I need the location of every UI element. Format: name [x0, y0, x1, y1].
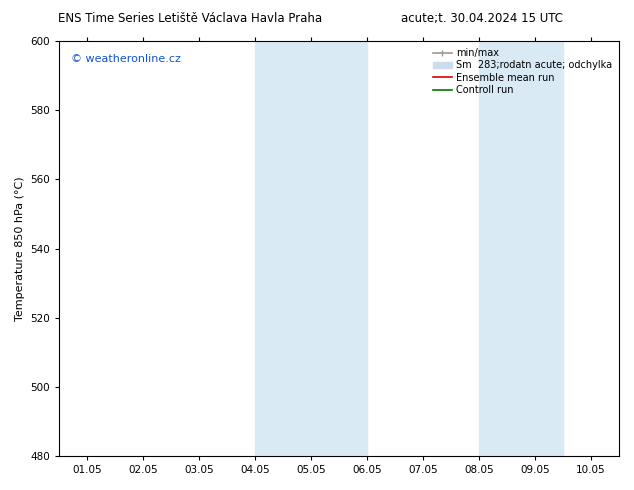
Text: acute;t. 30.04.2024 15 UTC: acute;t. 30.04.2024 15 UTC: [401, 12, 563, 25]
Text: ENS Time Series Letiště Václava Havla Praha: ENS Time Series Letiště Václava Havla Pr…: [58, 12, 322, 25]
Legend: min/max, Sm  283;rodatn acute; odchylka, Ensemble mean run, Controll run: min/max, Sm 283;rodatn acute; odchylka, …: [430, 46, 614, 97]
Text: © weatheronline.cz: © weatheronline.cz: [70, 54, 181, 64]
Y-axis label: Temperature 850 hPa (°C): Temperature 850 hPa (°C): [15, 176, 25, 321]
Bar: [256, 41, 367, 456]
Bar: [479, 41, 563, 456]
